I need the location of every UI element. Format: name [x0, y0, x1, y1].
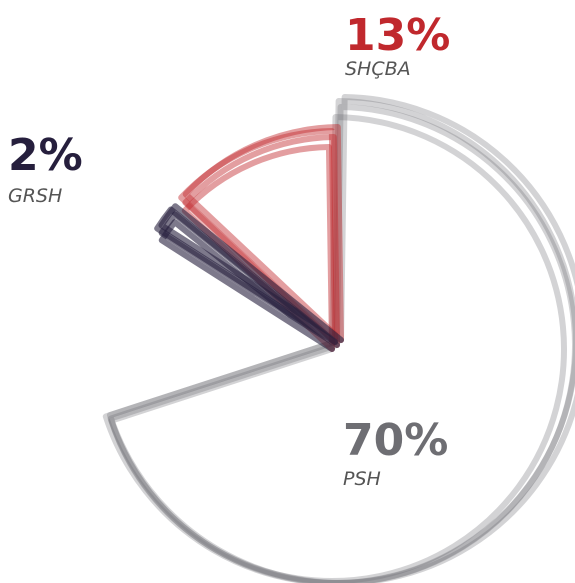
pie-slice — [178, 128, 338, 345]
category-label: GRSH — [8, 185, 62, 207]
pie-slice — [108, 114, 567, 583]
pie-slice — [182, 124, 344, 343]
pie-slice — [182, 134, 340, 348]
value-label: 2% — [8, 130, 83, 181]
pie-slice — [106, 94, 575, 583]
pie-slice — [102, 98, 575, 583]
value-label: 70% — [343, 415, 448, 466]
category-label: SHÇBA — [345, 58, 411, 80]
pie-slice — [181, 144, 335, 352]
value-label: 13% — [345, 10, 450, 61]
category-label: PSH — [343, 468, 381, 490]
pie-slice — [107, 104, 575, 583]
pie-slice — [154, 206, 338, 345]
